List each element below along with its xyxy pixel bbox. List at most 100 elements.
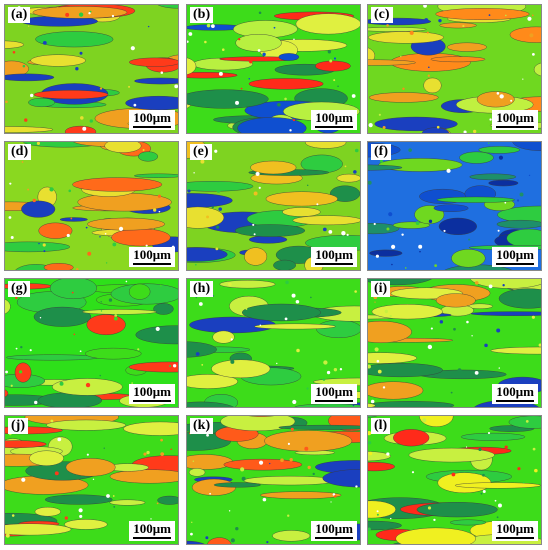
scale-bar: 100μm [311, 521, 357, 541]
fine-grain [402, 87, 405, 90]
fine-grain [388, 212, 393, 217]
fine-grain [352, 404, 355, 407]
fine-grain [187, 40, 189, 43]
fine-grain [252, 223, 255, 226]
grain [368, 363, 443, 378]
fine-grain [453, 327, 456, 331]
fine-grain [193, 172, 195, 174]
fine-grain [386, 452, 390, 456]
fine-grain [269, 462, 271, 465]
fine-grain [103, 447, 105, 449]
fine-grain [312, 472, 315, 476]
fine-grain [354, 290, 357, 293]
panel-label: (j) [8, 418, 28, 434]
fine-grain [68, 189, 72, 193]
fine-grain [21, 161, 24, 163]
panel-label: (k) [190, 418, 214, 434]
fine-grain [73, 333, 76, 336]
fine-grain [142, 148, 145, 151]
fine-grain [466, 320, 469, 324]
scale-bar-label: 100μm [133, 110, 171, 125]
grain [82, 309, 157, 315]
fine-grain [66, 233, 70, 238]
fine-grain [145, 244, 148, 247]
panel-a: (a) 100μm [4, 4, 179, 134]
fine-grain [160, 71, 164, 74]
fine-grain [49, 187, 54, 192]
fine-grain [209, 492, 212, 495]
fine-grain [99, 87, 103, 90]
fine-grain [5, 100, 8, 104]
fine-grain [258, 460, 264, 465]
fine-grain [221, 48, 225, 51]
grain [64, 125, 97, 133]
fine-grain [240, 87, 243, 90]
grain [129, 57, 178, 67]
scale-bar-label: 100μm [496, 110, 534, 125]
fine-grain [70, 217, 73, 220]
grain [123, 421, 178, 436]
scale-bar: 100μm [492, 521, 538, 541]
fine-grain [108, 298, 113, 302]
fine-grain [82, 126, 87, 131]
fine-grain [104, 232, 107, 235]
panel-b: (b) 100μm [186, 4, 361, 134]
fine-grain [230, 359, 235, 364]
fine-grain [131, 382, 133, 384]
fine-grain [105, 262, 108, 264]
fine-grain [333, 79, 336, 82]
grain [5, 73, 55, 82]
fine-grain [379, 159, 384, 163]
panel-f: (f) 100μm [367, 141, 542, 271]
fine-grain [85, 382, 91, 388]
fine-grain [205, 536, 209, 540]
fine-grain [280, 458, 284, 462]
fine-grain [206, 23, 211, 28]
panel-label: (d) [8, 144, 32, 160]
grain [368, 92, 439, 103]
fine-grain [409, 30, 414, 35]
fine-grain [65, 12, 70, 17]
scale-bar: 100μm [311, 247, 357, 267]
fine-grain [160, 438, 163, 442]
fine-grain [368, 123, 373, 128]
grain [235, 34, 282, 52]
grain [272, 530, 311, 542]
grain [371, 304, 443, 320]
grain [435, 8, 530, 20]
grain [72, 177, 163, 192]
fine-grain [54, 471, 59, 476]
grain [451, 249, 486, 268]
fine-grain [111, 14, 115, 18]
grain [368, 401, 455, 407]
scale-bar: 100μm [129, 384, 175, 404]
grain [250, 160, 297, 175]
fine-grain [326, 370, 331, 375]
fine-grain [439, 320, 444, 324]
fine-grain [277, 102, 281, 107]
grain [368, 500, 396, 519]
fine-grain [510, 99, 513, 102]
fine-grain [451, 472, 456, 477]
fine-grain [159, 284, 162, 287]
fine-grain [532, 447, 536, 451]
fine-grain [292, 399, 297, 405]
fine-grain [118, 226, 124, 231]
fine-grain [10, 236, 14, 239]
fine-grain [497, 503, 502, 508]
panel-label: (c) [371, 7, 393, 23]
fine-grain [327, 50, 332, 54]
grain [447, 42, 487, 52]
scale-bar: 100μm [129, 521, 175, 541]
fine-grain [276, 167, 281, 172]
fine-grain [496, 516, 499, 519]
fine-grain [43, 250, 46, 253]
grain [438, 217, 477, 235]
fine-grain [296, 348, 300, 353]
grain [153, 303, 174, 315]
fine-grain [376, 510, 379, 513]
fine-grain [258, 186, 261, 189]
fine-grain [169, 364, 172, 367]
fine-grain [218, 207, 222, 211]
grain [369, 249, 403, 257]
